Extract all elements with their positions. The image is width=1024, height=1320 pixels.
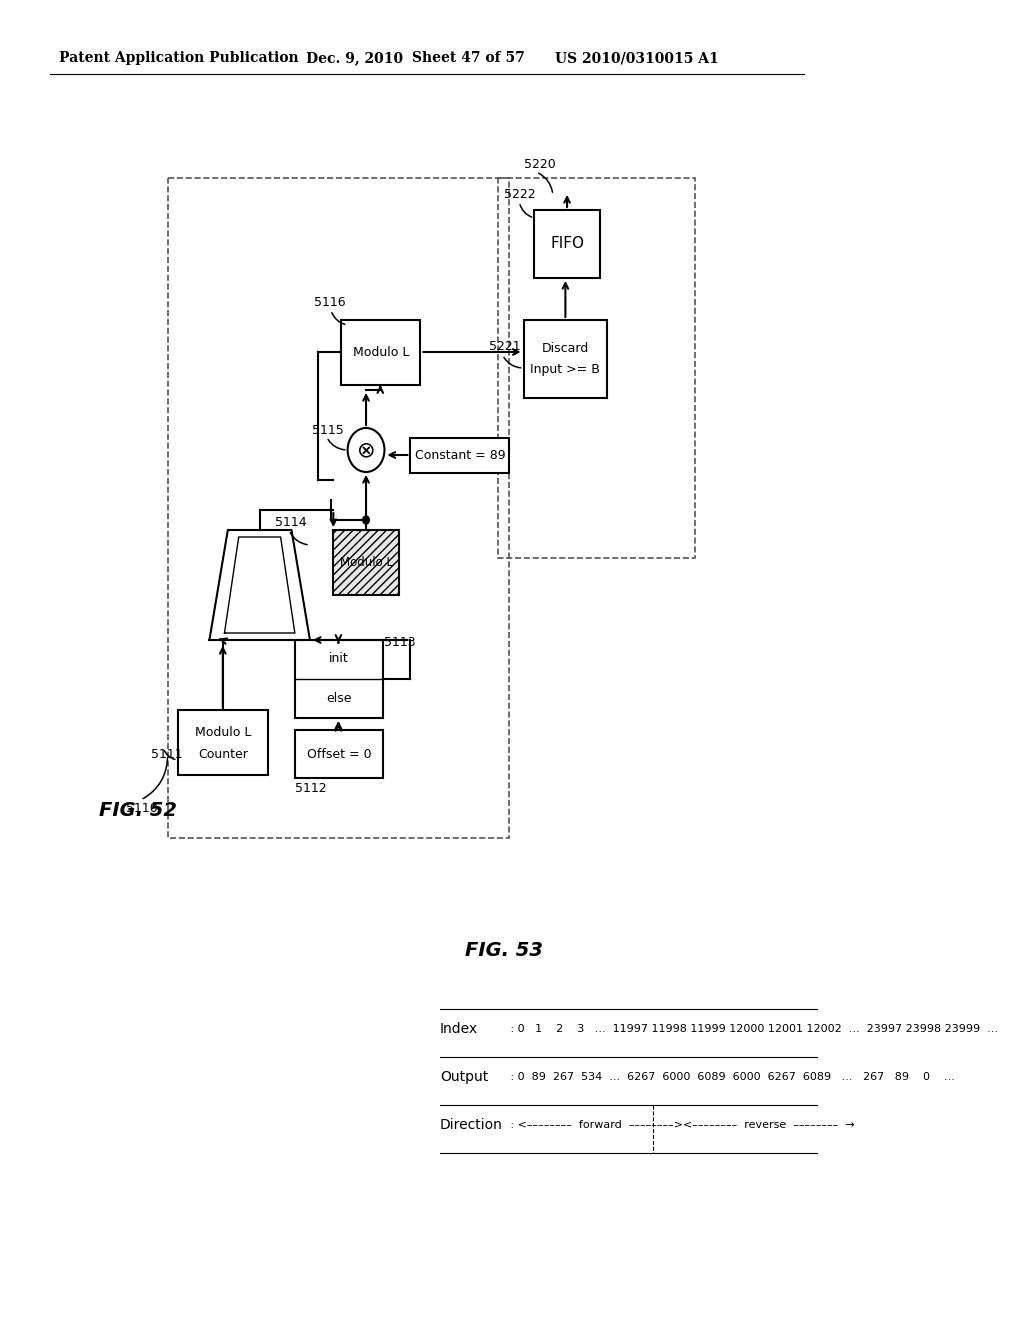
Text: 5115: 5115 — [312, 424, 344, 437]
Text: 5112: 5112 — [295, 781, 327, 795]
Text: Sheet 47 of 57: Sheet 47 of 57 — [412, 51, 525, 65]
Text: : 0  89  267  534  ...  6267  6000  6089  6000  6267  6089   ...   267   89    0: : 0 89 267 534 ... 6267 6000 6089 6000 6… — [507, 1072, 954, 1082]
Text: Offset = 0: Offset = 0 — [306, 747, 371, 760]
Text: FIG. 52: FIG. 52 — [99, 800, 177, 820]
Text: Discard: Discard — [542, 342, 589, 355]
Bar — [499, 178, 695, 558]
Text: Modulo L: Modulo L — [195, 726, 251, 738]
Text: Output: Output — [439, 1071, 488, 1084]
Circle shape — [362, 516, 370, 524]
Text: init: init — [329, 652, 349, 665]
Bar — [168, 178, 509, 838]
Text: Dec. 9, 2010: Dec. 9, 2010 — [306, 51, 402, 65]
Text: Counter: Counter — [198, 747, 248, 760]
Text: : <––––––––  forward  ––––––––><––––––––  reverse  ––––––––  →: : <–––––––– forward ––––––––><–––––––– r… — [507, 1119, 854, 1130]
Text: Direction: Direction — [439, 1118, 503, 1133]
Text: 5116: 5116 — [314, 297, 346, 309]
Text: Constant = 89: Constant = 89 — [415, 449, 505, 462]
Text: Index: Index — [439, 1022, 478, 1036]
Text: 5111: 5111 — [151, 748, 182, 762]
Bar — [334, 531, 398, 595]
Text: Input >= B: Input >= B — [530, 363, 600, 376]
Bar — [535, 210, 600, 279]
Text: else: else — [326, 693, 351, 705]
Text: ⊗: ⊗ — [356, 440, 376, 459]
Text: 5221: 5221 — [489, 341, 521, 354]
Bar — [341, 319, 421, 385]
Bar — [295, 730, 383, 777]
Text: 5114: 5114 — [274, 516, 306, 529]
Text: 5113: 5113 — [384, 636, 416, 649]
Text: FIFO: FIFO — [550, 236, 584, 252]
Text: : 0   1    2    3   ...  11997 11998 11999 12000 12001 12002  ...  23997 23998 2: : 0 1 2 3 ... 11997 11998 11999 12000 12… — [507, 1024, 997, 1034]
Text: 5222: 5222 — [504, 189, 536, 202]
Text: FIG. 53: FIG. 53 — [465, 940, 543, 960]
Text: Modulo L: Modulo L — [340, 556, 392, 569]
Text: 5110: 5110 — [126, 801, 158, 814]
Text: US 2010/0310015 A1: US 2010/0310015 A1 — [555, 51, 719, 65]
Bar — [177, 710, 268, 775]
Bar — [523, 319, 607, 399]
Text: Patent Application Publication: Patent Application Publication — [58, 51, 298, 65]
Circle shape — [347, 428, 384, 473]
Text: Modulo L: Modulo L — [352, 346, 409, 359]
Text: 5220: 5220 — [523, 158, 555, 172]
Bar — [295, 640, 383, 718]
Bar — [411, 438, 509, 473]
